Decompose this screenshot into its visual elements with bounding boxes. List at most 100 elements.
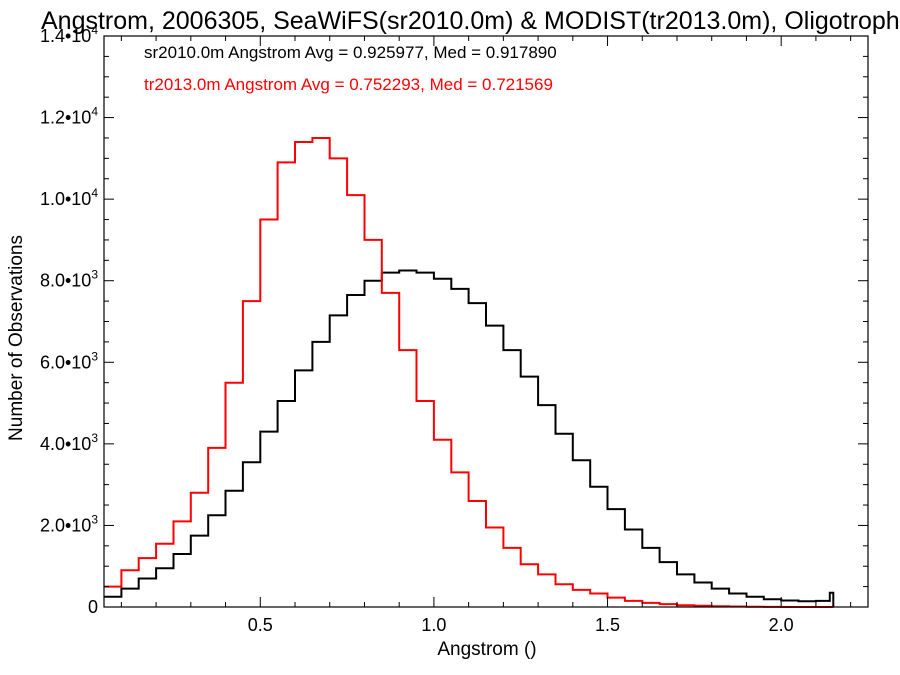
y-axis-label: Number of Observations [6, 235, 27, 441]
y-tick-exponent: 4 [91, 105, 98, 119]
data-point [745, 596, 748, 598]
data-point [502, 349, 504, 351]
y-tick-mantissa: 8.0•10 [40, 271, 91, 291]
data-point [277, 400, 279, 402]
data-point [589, 592, 591, 595]
data-point [468, 302, 470, 304]
annotation-red: tr2013.0m Angstrom Avg = 0.752293, Med =… [144, 75, 553, 94]
annotation-black: sr2010.0m Angstrom Avg = 0.925977, Med =… [144, 43, 557, 62]
y-tick-label: 8.0•103 [40, 268, 98, 291]
data-point [277, 161, 279, 164]
data-point [829, 592, 831, 594]
data-point [346, 194, 348, 196]
data-point [242, 461, 244, 463]
data-point [155, 567, 157, 569]
data-point [224, 382, 227, 384]
chart-title: Angstrom, 2006305, SeaWiFS(sr2010.0m) & … [41, 7, 900, 35]
data-point [259, 431, 261, 433]
data-point [329, 314, 331, 316]
data-point [294, 141, 296, 143]
data-point [797, 600, 800, 602]
data-point [172, 553, 175, 555]
data-point [763, 598, 765, 600]
data-point [138, 577, 140, 580]
y-tick-mantissa: 1.0•10 [40, 189, 91, 209]
y-tick-label: 4.0•103 [40, 431, 98, 454]
data-point [485, 526, 487, 529]
data-point [659, 603, 661, 605]
data-point [693, 581, 695, 584]
data-point [520, 563, 522, 565]
y-tick-exponent: 3 [91, 431, 98, 445]
data-point [259, 218, 261, 221]
y-tick-label: 1.2•104 [40, 105, 98, 128]
data-point [415, 271, 418, 274]
axes-layer: 0.5 1.0 1.5 2.002.0•1034.0•1036.0•1038.0•10… [40, 23, 869, 635]
x-tick-label: 0.5 [248, 615, 273, 635]
data-point [190, 535, 192, 537]
data-point [468, 500, 470, 502]
data-point [242, 300, 244, 302]
data-point [554, 583, 557, 585]
y-tick-exponent: 4 [91, 23, 98, 37]
y-tick-mantissa: 2.0•10 [40, 515, 91, 535]
y-tick-mantissa: 1.2•10 [40, 108, 91, 128]
data-point [207, 447, 209, 449]
y-tick-mantissa: 4.0•10 [40, 434, 91, 454]
data-point [433, 439, 435, 441]
data-point [433, 278, 435, 280]
data-point [711, 588, 713, 590]
data-point [572, 589, 574, 591]
y-tick-label: 1.0•104 [40, 186, 98, 209]
data-point [172, 520, 175, 522]
data-point [207, 514, 209, 516]
data-point [641, 547, 643, 549]
data-point [815, 600, 817, 602]
data-point [381, 292, 383, 294]
data-point [311, 341, 313, 343]
x-tick-label: 1.0 [421, 615, 446, 635]
y-tick-label: 1.4•104 [40, 23, 98, 46]
data-point [311, 137, 313, 139]
series-layer [103, 137, 835, 608]
data-point [502, 547, 504, 549]
data-point [415, 400, 418, 402]
data-point [363, 239, 366, 241]
data-point [520, 375, 522, 378]
data-point [485, 324, 487, 327]
y-tick-mantissa: 6.0•10 [40, 352, 91, 372]
data-point [624, 528, 626, 531]
series-line-1 [104, 137, 834, 608]
y-tick-exponent: 4 [91, 186, 98, 200]
data-point [224, 490, 227, 492]
data-point [624, 600, 626, 602]
data-point [693, 605, 695, 607]
y-tick-label: 2.0•103 [40, 512, 98, 535]
data-point [398, 349, 400, 351]
data-point [329, 157, 331, 159]
y-tick-label: 6.0•103 [40, 349, 98, 372]
data-point [659, 561, 661, 563]
y-tick-mantissa: 0 [88, 597, 98, 617]
y-tick-exponent: 3 [91, 512, 98, 526]
series-line-0 [104, 269, 835, 607]
x-axis-label: Angstrom () [437, 639, 536, 660]
data-point [537, 573, 539, 575]
y-tick-exponent: 3 [91, 268, 98, 282]
y-tick-exponent: 3 [91, 349, 98, 363]
data-point [554, 433, 557, 435]
y-tick-mantissa: 1.4•10 [40, 26, 91, 46]
data-point [450, 471, 452, 474]
data-point [363, 280, 366, 282]
data-point [294, 369, 296, 372]
x-tick-label: 2.0 [769, 615, 794, 635]
data-point [120, 588, 122, 590]
data-point [537, 404, 539, 406]
x-tick-label: 1.5 [595, 615, 620, 635]
data-point [450, 288, 452, 290]
data-point [589, 486, 591, 488]
data-point [120, 569, 122, 571]
data-point [346, 294, 348, 296]
data-point [138, 557, 140, 559]
